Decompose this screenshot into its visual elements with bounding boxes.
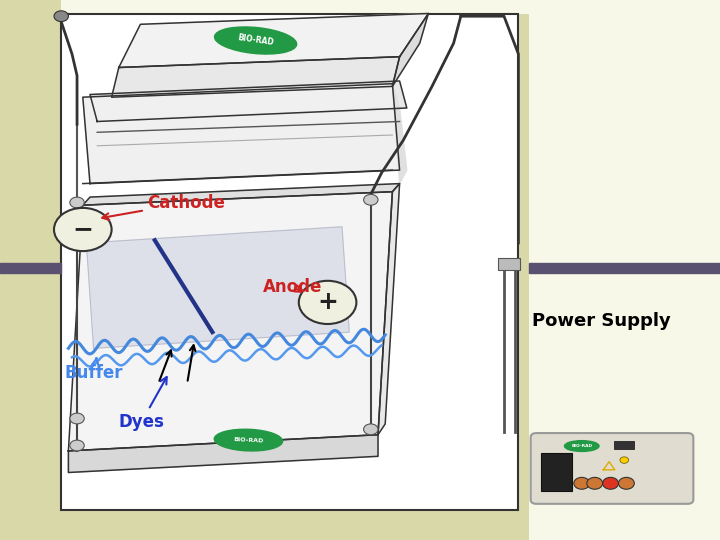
Text: Cathode: Cathode — [102, 194, 225, 220]
Circle shape — [70, 224, 84, 235]
Bar — [614, 441, 634, 449]
Text: Power Supply: Power Supply — [532, 312, 670, 330]
Polygon shape — [378, 184, 400, 435]
Bar — [541, 453, 572, 491]
Polygon shape — [68, 192, 392, 451]
Text: BIO-RAD: BIO-RAD — [237, 33, 274, 48]
Bar — [529, 0, 720, 540]
Text: Buffer: Buffer — [65, 358, 123, 382]
Circle shape — [70, 197, 84, 208]
Polygon shape — [86, 227, 349, 348]
Circle shape — [299, 281, 356, 324]
Bar — [529, 263, 720, 273]
Circle shape — [70, 440, 84, 451]
Ellipse shape — [215, 429, 282, 451]
Circle shape — [364, 194, 378, 205]
Circle shape — [618, 477, 634, 489]
Circle shape — [54, 11, 68, 22]
Polygon shape — [68, 435, 378, 472]
Polygon shape — [392, 84, 407, 184]
Circle shape — [603, 477, 618, 489]
Circle shape — [70, 413, 84, 424]
Bar — [498, 258, 520, 270]
Polygon shape — [112, 57, 400, 97]
Ellipse shape — [215, 27, 297, 54]
Polygon shape — [83, 184, 400, 205]
Circle shape — [574, 477, 590, 489]
Polygon shape — [119, 14, 428, 68]
Circle shape — [620, 457, 629, 463]
Text: BIO-RAD: BIO-RAD — [571, 444, 593, 448]
Text: +: + — [318, 291, 338, 314]
Ellipse shape — [564, 441, 599, 451]
Text: Dyes: Dyes — [119, 377, 167, 430]
Polygon shape — [90, 81, 407, 122]
Bar — [0, 263, 61, 273]
Circle shape — [587, 477, 603, 489]
Polygon shape — [392, 14, 428, 86]
Bar — [61, 14, 518, 510]
Circle shape — [364, 424, 378, 435]
Circle shape — [54, 208, 112, 251]
Text: −: − — [72, 218, 94, 241]
Polygon shape — [83, 84, 400, 184]
Text: Anode: Anode — [263, 278, 322, 295]
FancyBboxPatch shape — [531, 433, 693, 504]
Text: BIO-RAD: BIO-RAD — [233, 437, 264, 443]
Bar — [61, 0, 720, 14]
